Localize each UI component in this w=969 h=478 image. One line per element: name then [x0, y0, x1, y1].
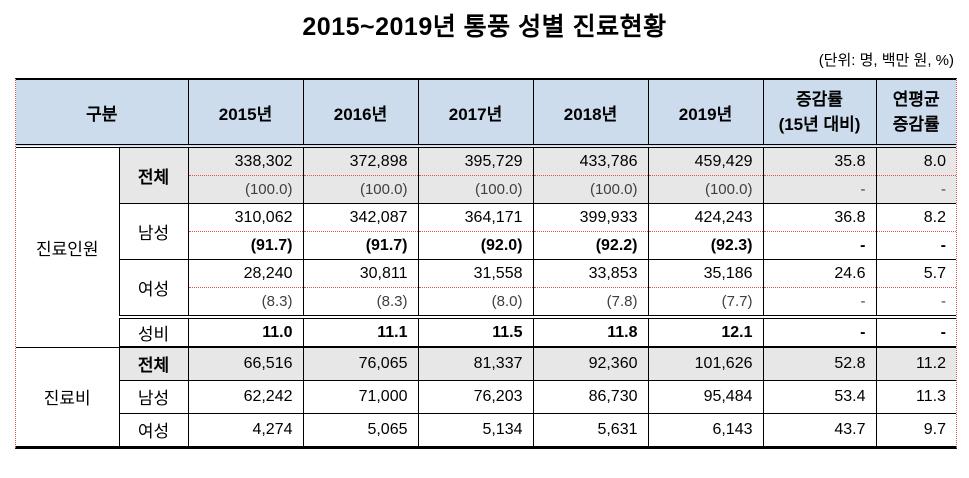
- row-patients-total: 진료인원 전체 338,302 (100.0) 372,898 (100.0) 39…: [15, 145, 957, 348]
- header-2019: 2019년: [647, 79, 764, 148]
- data-cell: 395,729 (100.0): [417, 145, 534, 204]
- data-cell: 101,626: [647, 346, 764, 381]
- data-cell: 92,360: [532, 346, 649, 381]
- data-cell: 459,429 (100.0): [647, 145, 764, 204]
- data-cell: 28,240 (8.3): [187, 259, 304, 319]
- row-label-total: 전체: [118, 346, 189, 381]
- data-cell: 52.8: [762, 346, 877, 381]
- page-title: 2015~2019년 통풍 성별 진료현황: [302, 13, 667, 41]
- data-cell: 24.6-: [762, 259, 877, 319]
- data-cell: 11.5: [417, 316, 534, 348]
- table-wrapper: 구분 2015년 2016년 2017년 2018년 2019년 증감률 (15…: [15, 78, 957, 449]
- data-cell: 342,087 (91.7): [302, 203, 419, 260]
- data-cell: -: [875, 316, 957, 348]
- unit-note: (단위: 명, 백만 원, %): [818, 52, 954, 69]
- data-cell: 11.0: [187, 316, 304, 348]
- data-cell: 35,186 (7.7): [647, 259, 764, 319]
- header-annual-avg-line1: 연평균: [892, 89, 940, 109]
- data-cell: 5,631: [532, 412, 649, 447]
- header-change-rate: 증감률 (15년 대비): [762, 79, 877, 148]
- row-label-total: 전체: [118, 145, 189, 204]
- row-costs-male: 남성 62,242 71,000 76,203 86,730 95,484 53…: [16, 379, 957, 414]
- header-change-rate-line2: (15년 대비): [778, 115, 861, 134]
- row-costs-total: 진료비 전체 66,516 76,065 81,337 92,360 101,6…: [15, 346, 957, 447]
- row-patients-male: 남성 310,062 (91.7) 342,087 (91.7) 364,171 (9…: [16, 203, 957, 260]
- header-annual-avg-line2: 증감률: [892, 115, 940, 134]
- data-cell: 33,853 (7.8): [532, 259, 649, 319]
- data-cell: 399,933 (92.2): [532, 203, 649, 260]
- header-2018: 2018년: [532, 79, 649, 148]
- data-cell: 338,302 (100.0): [187, 145, 304, 204]
- header-annual-avg: 연평균 증감률: [875, 79, 957, 148]
- data-cell: 66,516: [187, 346, 304, 381]
- data-cell: -: [762, 316, 877, 348]
- data-cell: 95,484: [647, 379, 764, 414]
- row-patients-ratio: 성비 11.0 11.1 11.5 11.8 12.1 - -: [16, 316, 957, 348]
- data-cell: 9.7: [875, 412, 957, 447]
- data-cell: 11.2: [875, 346, 957, 381]
- data-cell: 11.3: [875, 379, 957, 414]
- row-label-female: 여성: [118, 412, 189, 447]
- data-cell: 43.7: [762, 412, 877, 447]
- header-2015: 2015년: [187, 79, 304, 148]
- data-cell: 5,065: [302, 412, 419, 447]
- data-cell: 8.0-: [875, 145, 957, 204]
- row-patients-female: 여성 28,240 (8.3) 30,811 (8.3) 31,558 (8.0) 3…: [16, 259, 957, 319]
- header-2017: 2017년: [417, 79, 534, 148]
- data-cell: 364,171 (92.0): [417, 203, 534, 260]
- data-cell: 86,730: [532, 379, 649, 414]
- header-2016: 2016년: [302, 79, 419, 148]
- row-costs-female: 여성 4,274 5,065 5,134 5,631 6,143 43.7 9.…: [16, 412, 957, 447]
- data-cell: 53.4: [762, 379, 877, 414]
- row-label-male: 남성: [118, 379, 189, 414]
- data-table: 구분 2015년 2016년 2017년 2018년 2019년 증감률 (15…: [15, 79, 957, 447]
- data-cell: 12.1: [647, 316, 764, 348]
- data-cell: 71,000: [302, 379, 419, 414]
- data-cell: 76,065: [302, 346, 419, 381]
- data-cell: 4,274: [187, 412, 304, 447]
- data-cell: 11.1: [302, 316, 419, 348]
- data-cell: 35.8-: [762, 145, 877, 204]
- row-label-male: 남성: [118, 203, 189, 260]
- section-label-patients: 진료인원: [15, 145, 120, 348]
- data-cell: 30,811 (8.3): [302, 259, 419, 319]
- data-cell: 372,898 (100.0): [302, 145, 419, 204]
- section-label-costs: 진료비: [15, 346, 120, 447]
- header-gubun: 구분: [15, 79, 189, 148]
- data-cell: 36.8-: [762, 203, 877, 260]
- header-row: 구분 2015년 2016년 2017년 2018년 2019년 증감률 (15…: [15, 79, 957, 148]
- data-cell: 424,243 (92.3): [647, 203, 764, 260]
- header-change-rate-line1: 증감률: [796, 89, 843, 109]
- data-cell: 5,134: [417, 412, 534, 447]
- data-cell: 8.2-: [875, 203, 957, 260]
- data-cell: 81,337: [417, 346, 534, 381]
- data-cell: 5.7-: [875, 259, 957, 319]
- data-cell: 76,203: [417, 379, 534, 414]
- data-cell: 31,558 (8.0): [417, 259, 534, 319]
- data-cell: 62,242: [187, 379, 304, 414]
- data-cell: 433,786 (100.0): [532, 145, 649, 204]
- row-label-ratio: 성비: [118, 316, 189, 348]
- data-cell: 310,062 (91.7): [187, 203, 304, 260]
- row-label-female: 여성: [118, 259, 189, 319]
- data-cell: 11.8: [532, 316, 649, 348]
- data-cell: 6,143: [647, 412, 764, 447]
